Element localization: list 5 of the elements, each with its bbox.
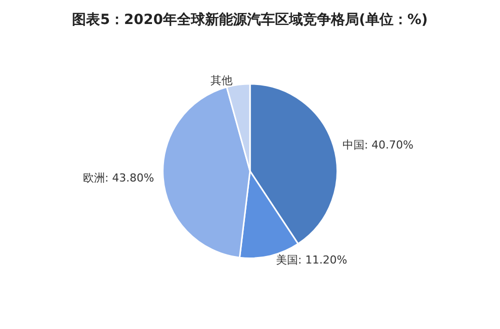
slice-label: 欧洲: 43.80%	[82, 171, 154, 184]
slice-label: 美国: 11.20%	[276, 253, 348, 266]
chart-title: 图表5：2020年全球新能源汽车区域竞争格局(单位：%)	[72, 11, 428, 28]
slice-label: 其他	[210, 74, 233, 88]
slice-label: 中国: 40.70%	[342, 138, 414, 152]
